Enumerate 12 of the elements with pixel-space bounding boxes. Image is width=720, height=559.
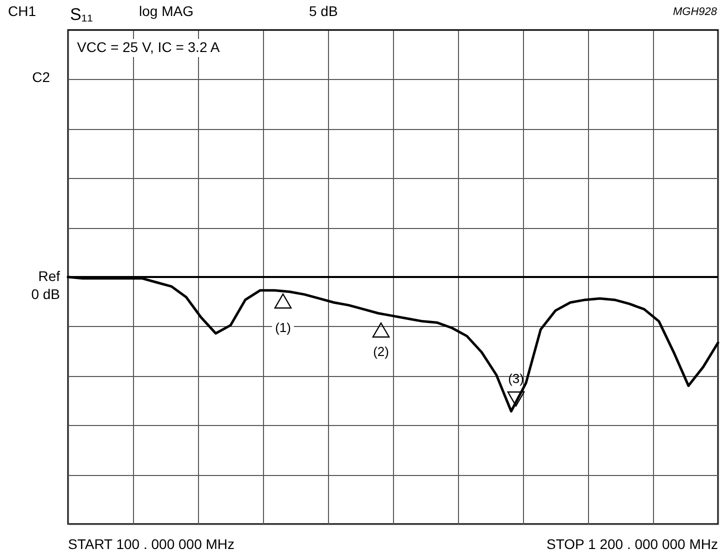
text: CH1 (8, 3, 36, 19)
text: log MAG (139, 3, 194, 19)
text: C2 (32, 69, 50, 85)
annotation: (2) (373, 344, 389, 359)
text: VCC = 25 V, IC = 3.2 A (77, 39, 220, 55)
text: START 100 . 000 000 MHz (68, 536, 235, 552)
text: S₁₁ (70, 5, 94, 24)
text: 5 dB (309, 3, 338, 19)
text: STOP 1 200 . 000 000 MHz (546, 536, 718, 552)
text: MGH928 (672, 6, 718, 18)
annotation: (1) (275, 320, 291, 335)
text: Ref 0 dB (31, 268, 60, 302)
